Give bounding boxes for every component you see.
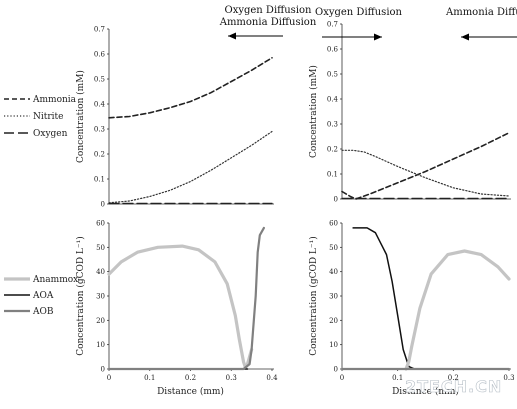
y-tick-label: 60 bbox=[96, 220, 105, 228]
watermark-text: 2TECH.CN bbox=[405, 377, 502, 396]
x-tick-label: 0.2 bbox=[185, 374, 196, 382]
y-tick-label: 40 bbox=[329, 268, 338, 276]
y-tick-label: 0 bbox=[101, 201, 105, 209]
y-tick-label: 0.5 bbox=[327, 71, 338, 79]
y-tick-label: 0.6 bbox=[94, 51, 106, 59]
title-oxygen-diffusion: Oxygen Diffusion bbox=[225, 5, 313, 16]
oxygen-diffusion-arrow-head bbox=[374, 33, 382, 41]
x-tick-label: 0.3 bbox=[503, 374, 514, 382]
y-tick-label: 50 bbox=[329, 244, 338, 252]
y-tick-label: 40 bbox=[96, 268, 105, 276]
legend-top: Ammonia Nitrite Oxygen bbox=[4, 95, 77, 139]
y-tick-label: 0.6 bbox=[327, 46, 339, 54]
x-tick-label: 0.3 bbox=[226, 374, 237, 382]
y-tick-label: 20 bbox=[329, 317, 338, 325]
series-line-aoa bbox=[352, 227, 510, 370]
y-tick-label: 30 bbox=[96, 293, 105, 301]
legend-label-oxygen: Oxygen bbox=[33, 129, 68, 139]
y-tick-label: 10 bbox=[96, 341, 105, 349]
y-tick-label: 0.7 bbox=[327, 21, 338, 29]
y-tick-label: 0 bbox=[101, 366, 105, 374]
x-tick-label: 0 bbox=[107, 374, 111, 382]
y-axis-label: Concentration (gCOD L⁻¹) bbox=[308, 236, 319, 356]
title-ammonia-diffusion: Ammonia Diffusion bbox=[219, 17, 317, 28]
y-tick-label: 0.1 bbox=[327, 171, 338, 179]
series-line-anammox bbox=[107, 244, 254, 370]
y-tick-label: 0.1 bbox=[94, 176, 105, 184]
y-tick-label: 10 bbox=[329, 341, 338, 349]
y-tick-label: 0.2 bbox=[327, 146, 338, 154]
series-line-aob bbox=[107, 226, 265, 371]
legend-label-anammox: Anammox bbox=[32, 275, 78, 285]
series-line-nitrite bbox=[108, 130, 273, 204]
y-tick-label: 0.4 bbox=[94, 101, 106, 109]
legend-label-nitrite: Nitrite bbox=[33, 112, 64, 122]
y-axis-label: Concentration (mM) bbox=[75, 70, 86, 163]
x-tick-label: 0.1 bbox=[392, 374, 403, 382]
series-line-anammox bbox=[404, 249, 511, 371]
x-tick-label: 0.2 bbox=[448, 374, 459, 382]
legend-label-aoa: AOA bbox=[32, 291, 54, 301]
y-tick-label: 0.7 bbox=[94, 26, 105, 34]
panel-top-left: 0 0.1 0.2 0.3 0.4 0.5 0.6 0.7 Concentration (mM)… bbox=[75, 5, 317, 209]
x-axis-label: Distance (mm) bbox=[392, 386, 459, 397]
y-tick-label: 0.3 bbox=[94, 126, 105, 134]
x-tick-label: 0 bbox=[340, 374, 344, 382]
y-tick-label: 20 bbox=[96, 317, 105, 325]
diffusion-arrow-left-head bbox=[228, 32, 236, 40]
panel-bottom-right: 0 10 20 30 40 50 60 0 0.1 0.2 0.3 Concentration (gC… bbox=[308, 220, 515, 398]
series-line-nitrite bbox=[341, 149, 510, 197]
y-axis-label: Concentration (mM) bbox=[308, 65, 319, 158]
y-tick-label: 0.4 bbox=[327, 96, 339, 104]
legend-label-aob: AOB bbox=[32, 307, 54, 317]
y-tick-label: 60 bbox=[329, 220, 338, 228]
y-tick-label: 30 bbox=[329, 293, 338, 301]
panel-top-right: 0 0.1 0.2 0.3 0.4 0.5 0.6 0.7 Concentration (mM)… bbox=[308, 7, 517, 204]
title-ammonia-diffusion: Ammonia Diffusion bbox=[445, 7, 517, 18]
series-line-ammonia bbox=[341, 132, 510, 200]
ammonia-diffusion-arrow-head bbox=[461, 33, 469, 41]
y-axis-label: Concentration (gCOD L⁻¹) bbox=[75, 236, 86, 356]
title-oxygen-diffusion: Oxygen Diffusion bbox=[315, 7, 403, 18]
y-tick-label: 0.3 bbox=[327, 121, 338, 129]
legend-bottom: Anammox AOA AOB bbox=[4, 275, 78, 317]
panel-bottom-left: 0 10 20 30 40 50 60 0 0.1 0.2 0.3 0.4 Concentration … bbox=[75, 220, 278, 398]
y-tick-label: 0 bbox=[334, 196, 338, 204]
y-tick-label: 0 bbox=[334, 366, 338, 374]
x-tick-label: 0.1 bbox=[144, 374, 155, 382]
series-line-ammonia bbox=[108, 56, 273, 119]
x-tick-label: 0.4 bbox=[266, 374, 278, 382]
y-tick-label: 0.5 bbox=[94, 76, 105, 84]
x-axis-label: Distance (mm) bbox=[157, 386, 224, 397]
legend-label-ammonia: Ammonia bbox=[32, 95, 77, 105]
y-tick-label: 50 bbox=[96, 244, 105, 252]
y-tick-label: 0.2 bbox=[94, 151, 105, 159]
